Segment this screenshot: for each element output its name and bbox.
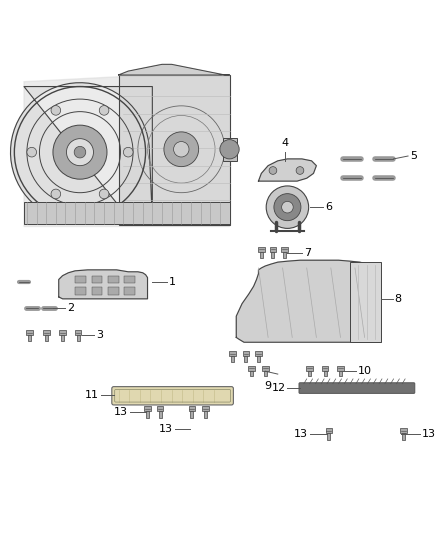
Bar [26, 330, 33, 335]
Bar [244, 356, 247, 362]
Bar [124, 287, 135, 295]
Polygon shape [119, 64, 230, 75]
Bar [272, 252, 275, 259]
Polygon shape [236, 260, 381, 342]
Bar [250, 370, 253, 376]
Bar [339, 370, 342, 376]
Bar [43, 330, 49, 335]
Bar [61, 335, 64, 341]
Bar [75, 287, 86, 295]
Bar [92, 287, 102, 295]
Text: 13: 13 [421, 429, 435, 439]
FancyBboxPatch shape [112, 386, 233, 405]
Bar [75, 276, 86, 284]
Bar [325, 428, 332, 433]
Circle shape [99, 106, 109, 115]
Text: 1: 1 [169, 277, 176, 287]
Bar [264, 370, 267, 376]
Text: 7: 7 [304, 247, 311, 257]
Bar [108, 276, 119, 284]
Circle shape [27, 147, 36, 157]
Bar [204, 411, 207, 417]
Bar [269, 247, 276, 252]
Circle shape [53, 125, 107, 179]
Circle shape [99, 189, 109, 199]
Polygon shape [59, 270, 148, 299]
Bar [262, 366, 268, 370]
Circle shape [173, 142, 189, 157]
Bar [231, 356, 234, 362]
Bar [144, 406, 151, 411]
Bar [402, 433, 405, 440]
Bar [283, 252, 286, 259]
Bar [337, 366, 344, 370]
Bar [59, 330, 66, 335]
Circle shape [296, 167, 304, 174]
Text: 4: 4 [282, 138, 289, 148]
Bar [188, 406, 195, 411]
Text: 12: 12 [272, 383, 286, 393]
Bar [324, 370, 327, 376]
Text: 2: 2 [67, 303, 74, 313]
Bar [74, 330, 81, 335]
Text: 5: 5 [410, 151, 417, 161]
Text: 11: 11 [85, 390, 99, 400]
Circle shape [74, 147, 86, 158]
Bar [255, 351, 262, 356]
Circle shape [124, 147, 133, 157]
Polygon shape [11, 83, 152, 222]
Circle shape [282, 201, 293, 213]
Circle shape [51, 189, 61, 199]
Text: 9: 9 [265, 381, 272, 391]
Bar [159, 411, 162, 417]
Bar [77, 335, 80, 341]
Text: 13: 13 [294, 429, 307, 439]
Bar [45, 335, 48, 341]
Circle shape [51, 106, 61, 115]
Bar [308, 370, 311, 376]
Circle shape [164, 132, 199, 167]
Bar [350, 262, 381, 342]
Bar [24, 203, 230, 223]
FancyBboxPatch shape [299, 383, 415, 393]
Text: 13: 13 [159, 424, 173, 434]
Bar [124, 276, 135, 284]
Bar [108, 287, 119, 295]
Circle shape [220, 140, 239, 159]
Bar [92, 276, 102, 284]
Circle shape [269, 167, 277, 174]
Bar [28, 335, 31, 341]
Circle shape [274, 193, 301, 221]
Polygon shape [258, 159, 316, 181]
Bar [146, 411, 149, 417]
Circle shape [266, 186, 309, 228]
Bar [223, 138, 237, 161]
Bar [191, 411, 194, 417]
Bar [400, 428, 406, 433]
Circle shape [67, 139, 93, 166]
Text: 8: 8 [395, 294, 402, 304]
Bar [321, 366, 328, 370]
Text: 10: 10 [358, 366, 372, 376]
Bar [248, 366, 255, 370]
Text: 3: 3 [96, 330, 103, 341]
Bar [243, 351, 249, 356]
Bar [229, 351, 236, 356]
Bar [202, 406, 209, 411]
Bar [327, 433, 330, 440]
Text: 6: 6 [325, 202, 332, 212]
Bar [281, 247, 288, 252]
Bar [258, 247, 265, 252]
Bar [157, 406, 163, 411]
Bar [119, 75, 230, 224]
Polygon shape [24, 75, 230, 227]
Bar [257, 356, 260, 362]
Bar [260, 252, 263, 259]
Bar [306, 366, 313, 370]
Text: 13: 13 [114, 407, 128, 417]
